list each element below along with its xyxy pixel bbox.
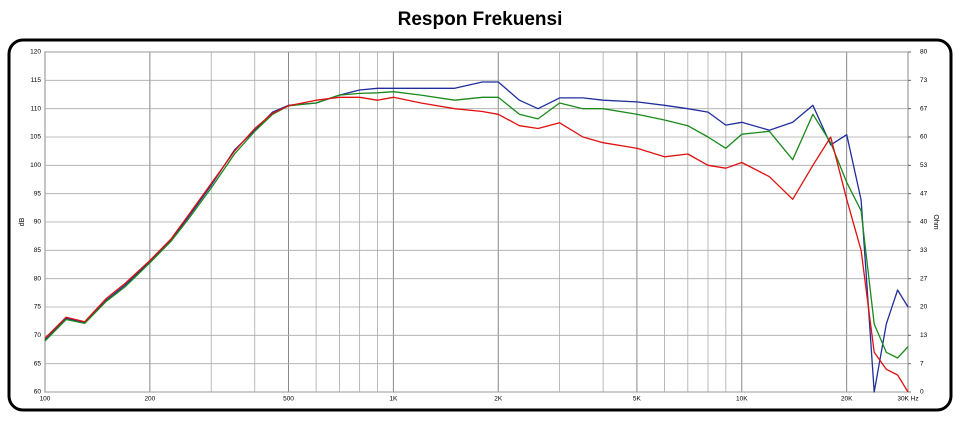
y2-tick-label: 73: [920, 77, 928, 84]
y-tick-label: 75: [34, 304, 42, 311]
y2-tick-label: 0: [920, 389, 924, 396]
y2-axis-label: Ohm: [932, 214, 939, 229]
y2-tick-label: 27: [920, 275, 928, 282]
series-line: [44, 81, 909, 393]
chart-title: Respon Frekuensi: [398, 9, 563, 30]
x-tick-label: 20K: [841, 396, 853, 403]
y2-tick-label: 80: [920, 49, 928, 56]
y2-tick-label: 60: [920, 134, 928, 141]
y-tick-label: 65: [34, 360, 42, 367]
y-tick-label: 60: [34, 389, 42, 396]
y2-tick-label: 13: [920, 332, 928, 339]
x-tick-label: 10K: [736, 396, 748, 403]
series-line: [44, 91, 909, 359]
y-tick-label: 90: [34, 219, 42, 226]
y-axis-label: dB: [19, 217, 26, 226]
x-tick-label: 2K: [494, 396, 503, 403]
x-tick-label: 500: [283, 396, 294, 403]
y2-tick-label: 53: [920, 162, 928, 169]
y2-tick-label: 47: [920, 190, 928, 197]
x-tick-label: 100: [40, 396, 51, 403]
x-tick-label: 5K: [633, 396, 642, 403]
y-tick-label: 105: [30, 134, 41, 141]
y-tick-label: 95: [34, 190, 42, 197]
y2-tick-label: 7: [920, 360, 924, 367]
y-tick-label: 115: [31, 77, 42, 84]
y2-tick-label: 33: [920, 247, 928, 254]
x-tick-label: 30K Hz: [897, 396, 918, 403]
y-tick-label: 85: [34, 247, 42, 254]
y2-tick-label: 67: [920, 105, 928, 112]
y-tick-label: 100: [30, 162, 41, 169]
x-tick-label: 200: [144, 396, 155, 403]
y-tick-label: 120: [30, 49, 41, 56]
y-tick-label: 70: [34, 332, 42, 339]
x-tick-label: 1K: [389, 396, 398, 403]
y2-tick-label: 20: [920, 304, 928, 311]
y-tick-label: 80: [34, 275, 42, 282]
y2-tick-label: 40: [920, 219, 928, 226]
y-tick-label: 110: [31, 105, 42, 112]
series-line: [44, 96, 909, 393]
